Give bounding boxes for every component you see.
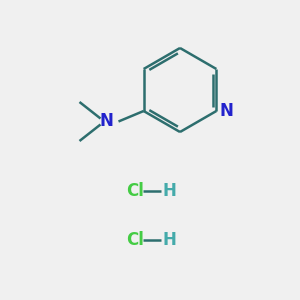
Text: H: H — [163, 231, 177, 249]
Text: Cl: Cl — [126, 182, 144, 200]
Text: N: N — [220, 102, 234, 120]
Text: N: N — [100, 112, 113, 130]
Text: Cl: Cl — [126, 231, 144, 249]
Text: H: H — [163, 182, 177, 200]
